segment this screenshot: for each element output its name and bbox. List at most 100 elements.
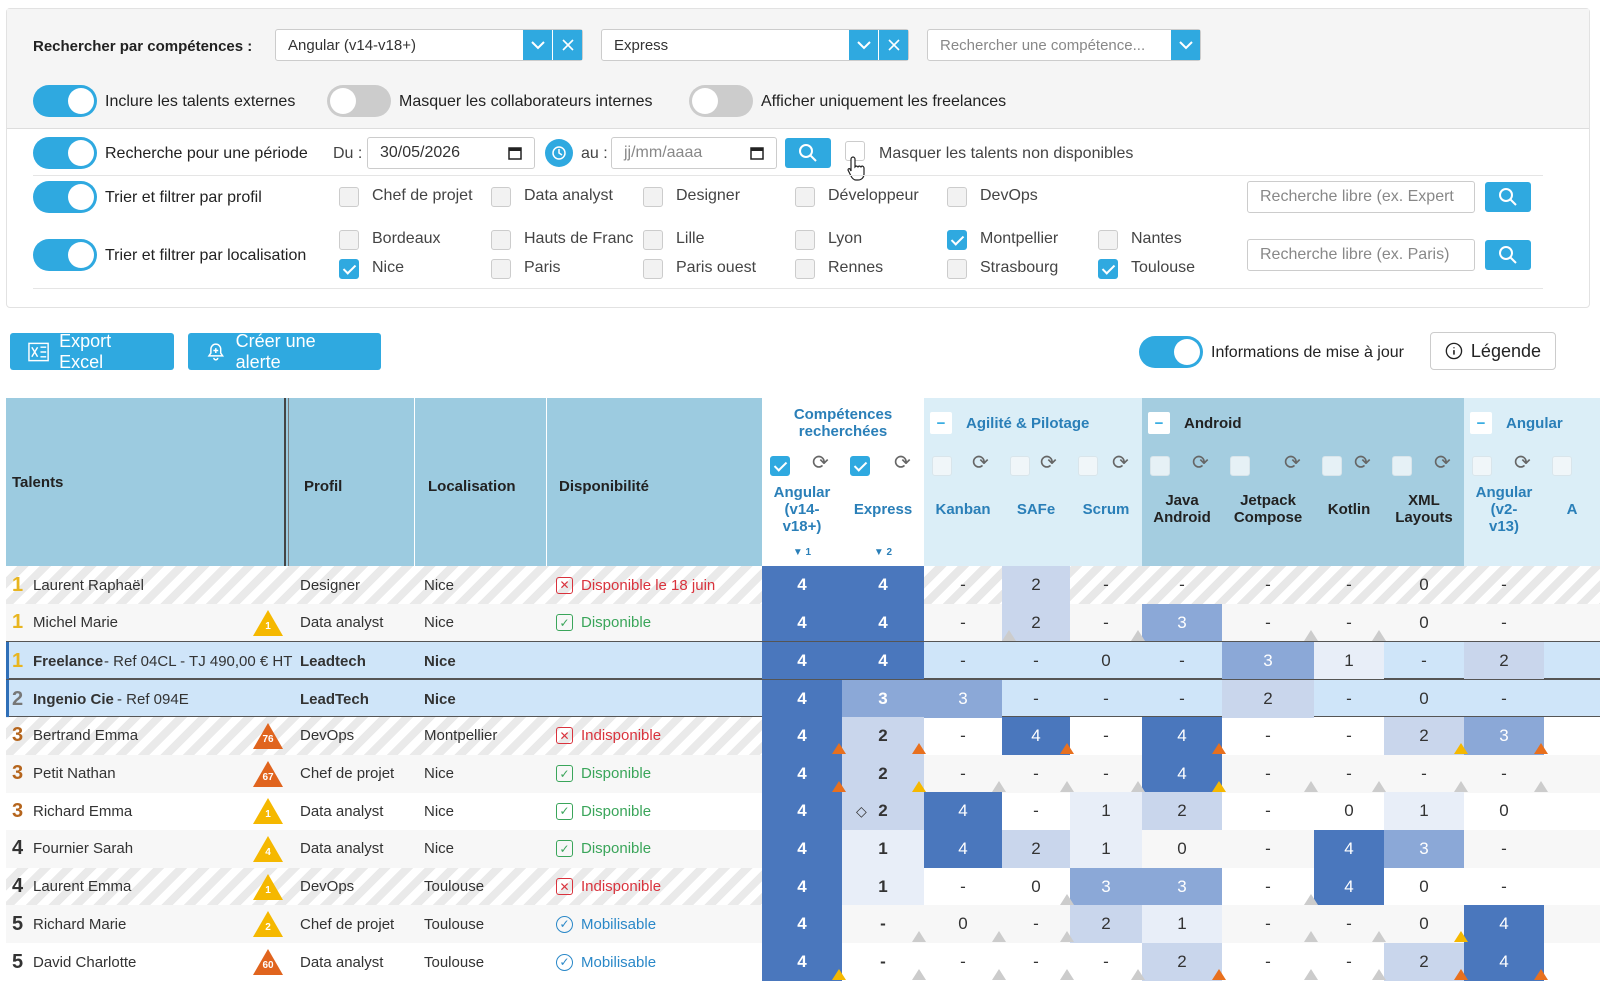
table-row[interactable]: 3 Richard Emma 1 Data analyst Nice ✓ Disponibl… bbox=[6, 792, 1600, 831]
skill-level-cell[interactable]: - bbox=[1265, 575, 1271, 594]
toggle-location[interactable] bbox=[33, 239, 97, 271]
skill-level-cell[interactable]: - bbox=[880, 914, 886, 934]
skill-level-cell[interactable]: - bbox=[1103, 689, 1109, 709]
skill-column-header[interactable]: Scrum bbox=[1082, 501, 1130, 518]
skill-level-cell[interactable]: - bbox=[1179, 575, 1185, 594]
skill-level-cell[interactable]: 0 bbox=[1101, 651, 1111, 671]
skill-level-cell[interactable]: 2 bbox=[1222, 680, 1314, 719]
skill-column-header[interactable]: XML Layouts bbox=[1395, 492, 1453, 526]
skill-level-cell[interactable]: - bbox=[1346, 763, 1352, 783]
skill-column-checkbox[interactable] bbox=[1150, 456, 1170, 476]
skill-level-cell[interactable]: - bbox=[1103, 575, 1109, 594]
location-checkbox-lyon[interactable] bbox=[795, 230, 815, 250]
skill-level-cell[interactable]: 2 bbox=[1142, 943, 1222, 981]
header-localisation[interactable]: Localisation bbox=[428, 478, 516, 495]
collapse-icon[interactable]: − bbox=[1470, 412, 1492, 434]
skill-column-checkbox[interactable] bbox=[1552, 456, 1572, 476]
date-from-input[interactable]: 30/05/2026 bbox=[367, 137, 535, 169]
collapse-icon[interactable]: − bbox=[930, 412, 952, 434]
skill-level-cell[interactable]: - bbox=[1179, 689, 1185, 709]
skill-column-header[interactable]: Jetpack Compose bbox=[1233, 492, 1303, 526]
talent-name[interactable]: Michel Marie bbox=[33, 614, 119, 632]
skill-level-cell[interactable]: 2 bbox=[1002, 829, 1070, 868]
location-checkbox-toulouse[interactable] bbox=[1098, 259, 1118, 279]
location-checkbox-hauts-de-france[interactable] bbox=[491, 230, 511, 250]
skill-level-cell[interactable]: - bbox=[1346, 914, 1352, 934]
location-checkbox-lille[interactable] bbox=[643, 230, 663, 250]
skill-level-cell[interactable]: 1 bbox=[1314, 642, 1384, 681]
skill-level-cell[interactable]: 4 bbox=[924, 829, 1002, 868]
profile-search-button[interactable] bbox=[1485, 182, 1531, 212]
sort-indicator[interactable]: ▼ 1 bbox=[792, 547, 812, 558]
export-excel-button[interactable]: Export Excel bbox=[10, 331, 174, 372]
skill-level-cell[interactable]: - bbox=[1346, 952, 1352, 971]
location-checkbox-bordeaux[interactable] bbox=[339, 230, 359, 250]
table-row[interactable]: 3 Petit Nathan 67 Chef de projet Nice ✓ Dispon… bbox=[6, 754, 1600, 793]
refresh-icon[interactable]: ⟳ bbox=[1434, 452, 1451, 474]
skill-select-2[interactable]: Express bbox=[601, 29, 909, 61]
skill-column-header[interactable]: Java Android bbox=[1153, 492, 1211, 526]
skill-level-cell[interactable]: 2 bbox=[1384, 943, 1464, 981]
skill-level-cell[interactable]: 4 bbox=[842, 642, 924, 681]
skill-level-cell[interactable]: - bbox=[1346, 575, 1352, 594]
skill-level-cell[interactable]: - bbox=[960, 763, 966, 783]
toggle-freelance-only[interactable] bbox=[689, 85, 753, 117]
skill-level-cell[interactable]: 4 bbox=[762, 716, 842, 755]
skill-level-cell[interactable]: 2 bbox=[1142, 792, 1222, 831]
refresh-icon[interactable]: ⟳ bbox=[894, 452, 911, 474]
table-row[interactable]: 5 Richard Marie 2 Chef de projet Toulouse ✓ Mo… bbox=[6, 905, 1600, 944]
skill-level-cell[interactable]: 3 bbox=[1070, 867, 1142, 906]
skill-level-cell[interactable]: - bbox=[1501, 689, 1507, 709]
skill-level-cell[interactable]: 4 bbox=[762, 867, 842, 906]
skill-level-cell[interactable]: 1 bbox=[842, 867, 924, 906]
skill-column-checkbox[interactable] bbox=[1010, 456, 1030, 476]
profile-checkbox-chef-de-projet[interactable] bbox=[339, 187, 359, 207]
skill-column-header[interactable]: A bbox=[1566, 501, 1578, 518]
skill-level-cell[interactable]: - bbox=[1501, 876, 1507, 896]
skill-level-cell[interactable]: 2 bbox=[1002, 566, 1070, 604]
skill-level-cell[interactable]: 3 bbox=[1142, 867, 1222, 906]
location-checkbox-paris-ouest[interactable] bbox=[643, 259, 663, 279]
skill-level-cell[interactable]: 4 bbox=[762, 754, 842, 793]
header-profil[interactable]: Profil bbox=[304, 478, 343, 495]
talent-name[interactable]: Ingenio Cie bbox=[33, 690, 114, 708]
talent-name[interactable]: Fournier Sarah bbox=[33, 840, 134, 858]
location-search-button[interactable] bbox=[1485, 240, 1531, 270]
header-disponibilite[interactable]: Disponibilité bbox=[559, 478, 649, 495]
toggle-period[interactable] bbox=[33, 137, 97, 169]
skill-level-cell[interactable]: - bbox=[1346, 612, 1352, 632]
skill-column-checkbox[interactable] bbox=[932, 456, 952, 476]
skill-level-cell[interactable]: - bbox=[1103, 952, 1109, 971]
table-row[interactable]: 4 Fournier Sarah 4 Data analyst Nice ✓ Disponi… bbox=[6, 829, 1600, 868]
refresh-icon[interactable]: ⟳ bbox=[812, 452, 829, 474]
skill-column-header[interactable]: Angular (v14- v18+) bbox=[773, 484, 831, 535]
talent-name[interactable]: Freelance bbox=[33, 652, 104, 670]
profile-search-input[interactable]: Recherche libre (ex. Expert bbox=[1247, 181, 1475, 213]
skill-level-cell[interactable]: - bbox=[1346, 725, 1352, 745]
chevron-down-icon[interactable] bbox=[1170, 30, 1200, 60]
refresh-icon[interactable]: ⟳ bbox=[972, 452, 989, 474]
skill-column-checkbox[interactable] bbox=[1472, 456, 1492, 476]
skill-level-cell[interactable]: 4 bbox=[762, 566, 842, 604]
location-checkbox-strasbourg[interactable] bbox=[947, 259, 967, 279]
table-row[interactable]: 5 David Charlotte 60 Data analyst Toulouse ✓ M… bbox=[6, 943, 1600, 981]
skill-level-cell[interactable]: - bbox=[1265, 952, 1271, 971]
skill-level-cell[interactable]: 3 bbox=[924, 680, 1002, 719]
skill-level-cell[interactable]: 3 bbox=[1384, 829, 1464, 868]
skill-column-header[interactable]: SAFe bbox=[1016, 501, 1056, 518]
sort-indicator[interactable]: ▼ 2 bbox=[873, 547, 893, 558]
table-row[interactable]: 1 Michel Marie 1 Data analyst Nice ✓ Disponibl… bbox=[6, 603, 1600, 642]
talent-name[interactable]: Laurent Raphaël bbox=[33, 576, 144, 594]
skill-level-cell[interactable]: 2 bbox=[1070, 905, 1142, 944]
group-android[interactable]: − Android bbox=[1148, 398, 1242, 448]
profile-checkbox-data-analyst[interactable] bbox=[491, 187, 511, 207]
collapse-icon[interactable]: − bbox=[1148, 412, 1170, 434]
location-checkbox-rennes[interactable] bbox=[795, 259, 815, 279]
table-row[interactable]: 3 Bertrand Emma 76 DevOps Montpellier ✕ Indisp… bbox=[6, 716, 1600, 755]
talent-name[interactable]: Richard Marie bbox=[33, 915, 127, 933]
skill-level-cell[interactable]: 4 bbox=[924, 792, 1002, 831]
skill-column-header[interactable]: Express bbox=[853, 501, 913, 518]
skill-level-cell[interactable]: 3 bbox=[1222, 642, 1314, 681]
skill-level-cell[interactable]: - bbox=[1501, 763, 1507, 783]
skill-level-cell[interactable]: - bbox=[1265, 838, 1271, 858]
